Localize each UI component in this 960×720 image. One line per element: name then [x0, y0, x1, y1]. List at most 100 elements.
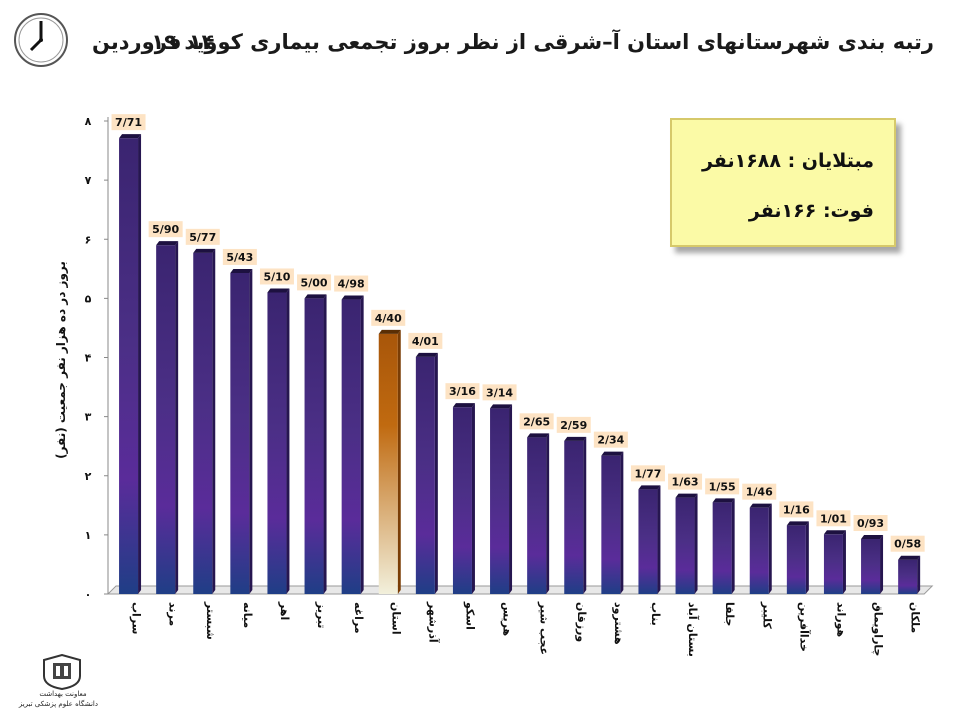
data-label: 5/77: [189, 231, 216, 244]
x-tick-label: هشترود: [612, 602, 625, 645]
bar-top: [712, 498, 735, 503]
y-axis-label: بروز در ده هزار نفر جمعیت (نفر): [54, 261, 68, 459]
y-tick-label: ۱: [85, 529, 92, 542]
bar-front: [415, 356, 435, 594]
x-tick-label: چاراویماق: [872, 602, 885, 656]
bar-front: [378, 333, 398, 594]
x-tick-label: بناب: [649, 602, 662, 626]
bar-front: [898, 559, 918, 594]
data-label-bg: [334, 275, 369, 292]
date-label: ۱۴ فروردین: [92, 30, 215, 54]
y-tick-label: ۲: [85, 470, 92, 483]
bar-top: [119, 134, 142, 139]
bar-top: [675, 493, 698, 498]
bar-front: [786, 525, 806, 594]
bar-top: [490, 404, 513, 409]
bar-front: [601, 455, 621, 594]
university-logo-icon: [43, 654, 81, 690]
cases-count: مبتلایان : ۱۶۸۸نفر: [701, 150, 874, 172]
bar: 2/59: [556, 416, 591, 594]
x-tick-label: ورزقان: [575, 602, 588, 642]
bar-front: [861, 539, 881, 594]
clock-icon: [14, 13, 68, 67]
x-tick-label: سراب: [130, 602, 143, 634]
x-tick-label: ملکان: [909, 602, 922, 633]
bar-top: [638, 485, 661, 490]
bar: 5/10: [259, 268, 294, 594]
bar-side: [509, 404, 513, 594]
data-label: 0/93: [857, 517, 884, 530]
bar-front: [119, 138, 139, 595]
data-label: 5/90: [152, 223, 179, 236]
bar-top: [267, 288, 290, 293]
bar: 5/77: [185, 228, 220, 594]
bar: 1/16: [779, 501, 814, 594]
bar-front: [712, 502, 732, 594]
bar-front: [267, 292, 287, 594]
data-label: 3/14: [486, 386, 513, 399]
bar-side: [768, 503, 772, 594]
bar-side: [731, 498, 735, 594]
y-tick-label: ۴: [85, 352, 92, 365]
summary-box: مبتلایان : ۱۶۸۸نفر فوت: ۱۶۶نفر: [670, 118, 896, 247]
bar-side: [286, 288, 290, 594]
bar-side: [694, 493, 698, 594]
bar-front: [527, 437, 547, 594]
x-tick-label: میانه: [241, 602, 254, 628]
bar-side: [880, 535, 884, 594]
bar-top: [193, 248, 216, 253]
data-label: 2/59: [560, 419, 587, 432]
bar-front: [564, 440, 584, 594]
bar-side: [175, 241, 179, 594]
data-label-bg: [816, 510, 851, 527]
bar-top: [601, 451, 624, 456]
data-label: 1/01: [820, 512, 847, 525]
bar-top: [156, 241, 179, 246]
bar-side: [434, 352, 438, 594]
x-tick-label: کلیبر: [760, 601, 773, 629]
data-label-bg: [556, 416, 591, 433]
bar-side: [620, 451, 624, 594]
bar: 2/65: [519, 413, 554, 594]
bar-front: [675, 497, 695, 594]
data-label-bg: [371, 309, 406, 326]
data-label: 1/46: [746, 486, 773, 499]
y-tick-label: ۷: [85, 174, 92, 187]
bar-top: [564, 436, 587, 441]
x-tick-label: تبریز: [315, 601, 328, 628]
data-label: 2/65: [523, 415, 550, 428]
data-label: 1/63: [672, 476, 699, 489]
bar-front: [193, 252, 213, 594]
y-tick-label: ۰: [85, 588, 92, 601]
x-tick-label: عجب شیر: [538, 601, 551, 655]
bar-top: [452, 403, 475, 408]
bar-side: [657, 485, 661, 594]
bar-front: [156, 245, 176, 594]
org-name-line1: معاونت بهداشت: [39, 690, 87, 698]
bar: 3/14: [482, 384, 517, 594]
data-label-bg: [853, 515, 888, 532]
data-label: 3/16: [449, 385, 476, 398]
bar: 0/58: [890, 535, 925, 594]
bar-front: [230, 272, 250, 594]
bar: 4/40: [371, 309, 406, 594]
bar-side: [842, 530, 846, 594]
x-tick-label: بستان آباد: [686, 602, 700, 657]
bar-top: [749, 503, 772, 508]
data-label-bg: [779, 501, 814, 518]
data-label-bg: [519, 413, 554, 430]
y-tick-label: ۶: [85, 233, 92, 246]
bar: 1/55: [705, 478, 740, 594]
bar: 5/90: [148, 221, 183, 594]
x-tick-label: مرند: [167, 602, 180, 626]
data-label: 5/10: [263, 270, 290, 283]
bar-front: [490, 408, 510, 594]
bar-front: [452, 407, 472, 594]
bar-top: [304, 294, 327, 299]
bar: 4/98: [334, 275, 369, 594]
bar-top: [527, 433, 550, 438]
data-label-bg: [742, 483, 777, 500]
bar: 1/46: [742, 483, 777, 594]
data-label-bg: [185, 228, 220, 245]
